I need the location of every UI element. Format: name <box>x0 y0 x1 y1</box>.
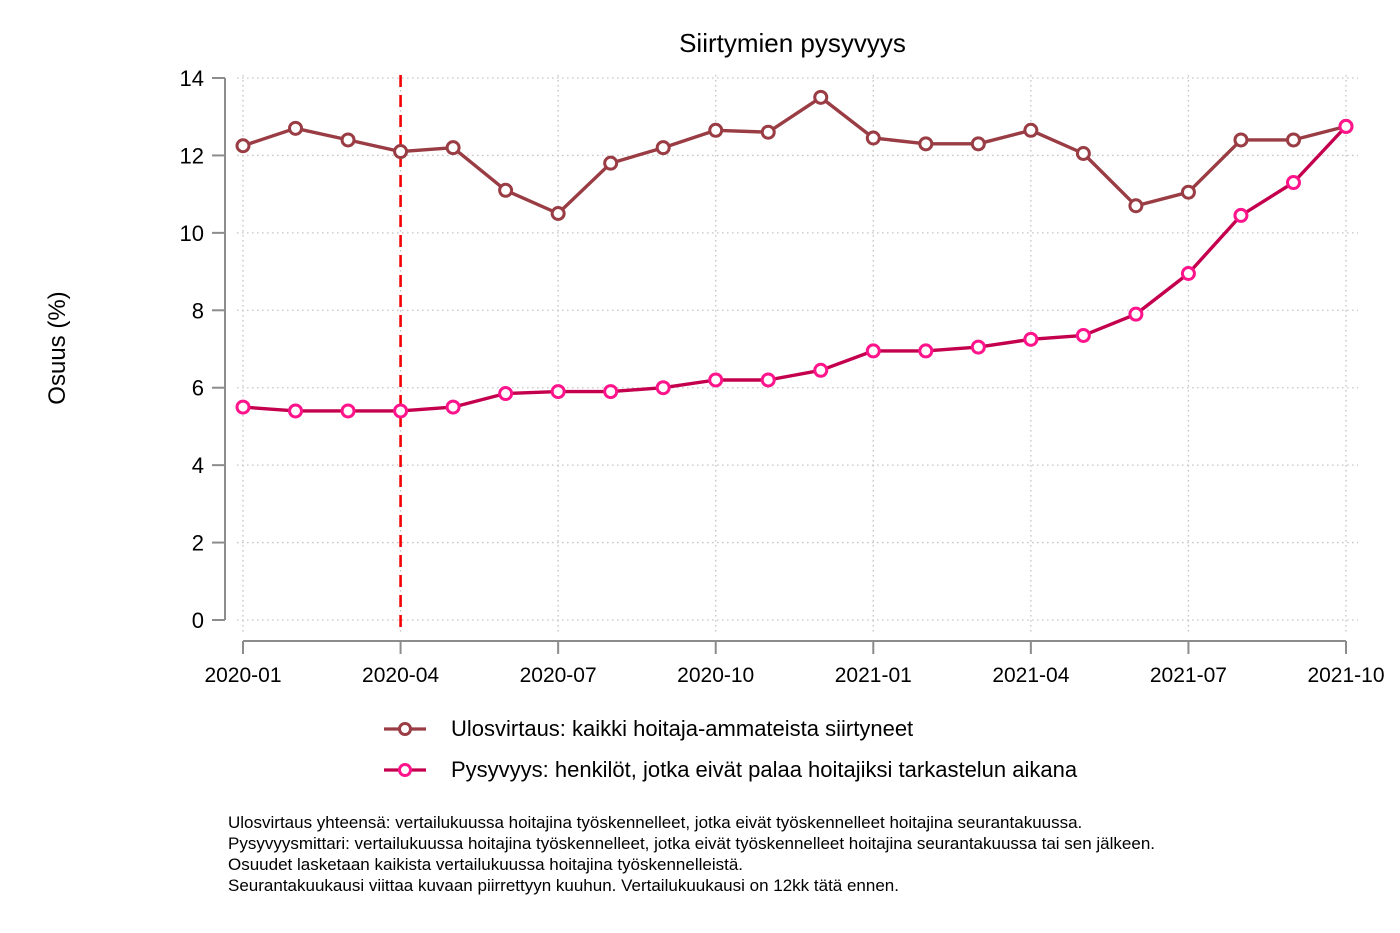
data-point-marker <box>498 386 514 402</box>
data-point-marker <box>1075 145 1091 161</box>
data-point-marker <box>498 182 514 198</box>
footnotes: Ulosvirtaus yhteensä: vertailukuussa hoi… <box>228 812 1155 896</box>
x-tick-label: 2020-04 <box>362 664 439 687</box>
data-point-marker <box>550 384 566 400</box>
data-point-marker <box>1338 118 1354 134</box>
data-point-marker <box>813 89 829 105</box>
chart-title: Siirtymien pysyvyys <box>679 28 906 58</box>
legend-symbol-ulosvirtaus <box>384 722 426 736</box>
data-point-marker <box>970 136 986 152</box>
y-tick-label: 8 <box>192 298 204 323</box>
data-point-marker <box>445 399 461 415</box>
data-point-marker <box>235 138 251 154</box>
data-point-marker <box>603 384 619 400</box>
y-tick-label: 4 <box>192 453 204 478</box>
data-point-marker <box>1128 198 1144 214</box>
y-tick-label: 14 <box>180 66 204 91</box>
y-tick-label: 12 <box>180 143 204 168</box>
y-tick-label: 6 <box>192 376 204 401</box>
footnote-line: Osuudet lasketaan kaikista vertailukuuss… <box>228 855 744 874</box>
data-point-marker <box>550 206 566 221</box>
legend-symbol-pysyvyys <box>384 763 426 777</box>
data-point-marker <box>393 403 409 419</box>
data-point-marker <box>655 140 671 156</box>
data-point-marker <box>1128 306 1144 322</box>
data-point-marker <box>760 124 776 140</box>
data-point-marker <box>918 136 934 152</box>
data-point-marker <box>813 362 829 378</box>
legend-item-ulosvirtaus: Ulosvirtaus: kaikki hoitaja-ammateista s… <box>383 716 1077 742</box>
data-point-marker <box>970 339 986 355</box>
data-point-marker <box>288 403 304 419</box>
data-point-marker <box>1023 122 1039 138</box>
data-point-marker <box>1285 132 1301 148</box>
legend-item-pysyvyys: Pysyvyys: henkilöt, jotka eivät palaa ho… <box>383 757 1077 783</box>
data-point-marker <box>1180 184 1196 200</box>
footnote-line: Seurantakuukausi viittaa kuvaan piirrett… <box>228 876 899 895</box>
x-tick-label: 2021-10 <box>1307 664 1384 687</box>
data-point-marker <box>708 122 724 138</box>
legend: Ulosvirtaus: kaikki hoitaja-ammateista s… <box>383 716 1077 783</box>
y-tick-label: 10 <box>180 221 204 246</box>
data-point-marker <box>1233 207 1249 223</box>
data-point-marker <box>603 155 619 171</box>
data-point-marker <box>445 140 461 156</box>
data-point-marker <box>393 144 409 160</box>
data-point-marker <box>865 343 881 359</box>
footnote-line: Pysyvyysmittari: vertailukuussa hoitajin… <box>228 834 1155 853</box>
x-tick-label: 2020-10 <box>677 664 754 687</box>
data-point-marker <box>1075 327 1091 343</box>
data-point-marker <box>918 343 934 359</box>
series-line-ulosvirtaus <box>242 95 1347 216</box>
data-point-marker <box>1180 266 1196 282</box>
data-point-marker <box>655 380 671 396</box>
data-point-marker <box>340 132 356 148</box>
legend-label-ulosvirtaus: Ulosvirtaus: kaikki hoitaja-ammateista s… <box>451 716 914 741</box>
data-point-marker <box>1023 331 1039 347</box>
legend-label-pysyvyys: Pysyvyys: henkilöt, jotka eivät palaa ho… <box>451 757 1078 782</box>
data-point-marker <box>865 130 881 146</box>
data-point-marker <box>708 372 724 388</box>
data-point-marker <box>288 120 304 136</box>
x-tick-label: 2021-07 <box>1150 664 1227 687</box>
series-line-pysyvyys <box>242 125 1348 413</box>
x-tick-label: 2021-01 <box>835 664 912 687</box>
x-tick-label: 2020-07 <box>520 664 597 687</box>
x-tick-label: 2021-04 <box>992 664 1069 687</box>
data-point-marker <box>1285 175 1301 191</box>
data-point-marker <box>760 372 776 388</box>
y-tick-label: 0 <box>192 608 204 633</box>
data-point-marker <box>1233 132 1249 148</box>
data-point-marker <box>340 403 356 419</box>
footnote-line: Ulosvirtaus yhteensä: vertailukuussa hoi… <box>228 813 1083 832</box>
data-point-marker <box>235 399 251 415</box>
y-tick-label: 2 <box>192 531 204 556</box>
x-tick-label: 2020-01 <box>204 664 281 687</box>
